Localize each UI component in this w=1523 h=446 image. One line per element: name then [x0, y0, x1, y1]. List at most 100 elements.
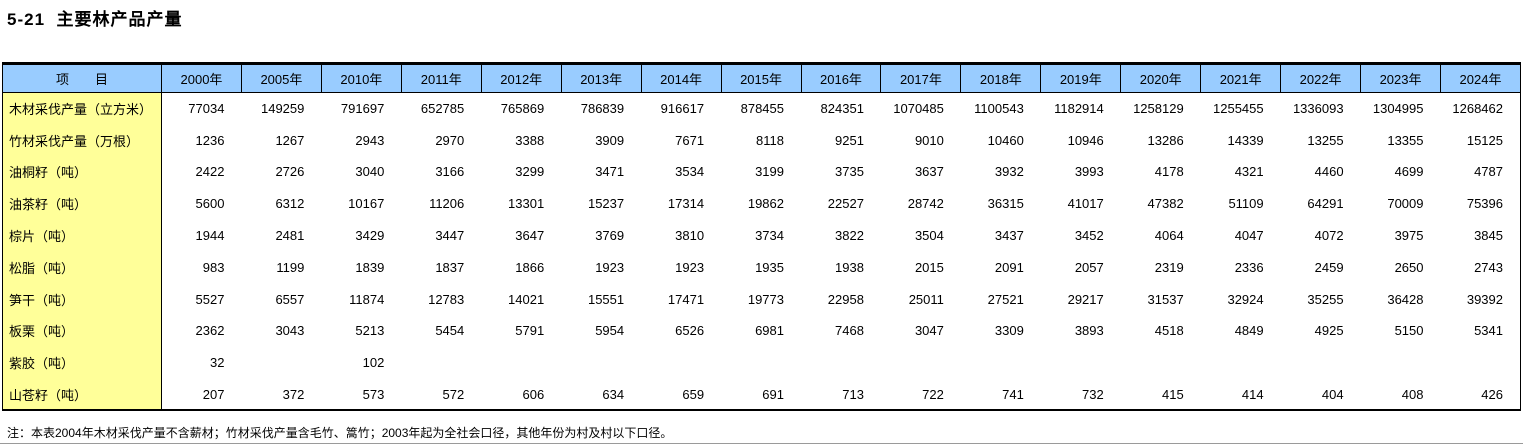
value-cell: 1236: [161, 124, 242, 157]
page-title: 5-21 主要林产品产量: [7, 10, 183, 29]
value-cell: 4699: [1360, 156, 1441, 188]
value-cell: 722: [880, 378, 961, 411]
year-column-header: 2021年: [1200, 63, 1282, 93]
value-cell: 3810: [641, 219, 722, 252]
value-cell: 1336093: [1280, 92, 1361, 125]
value-cell: 4787: [1440, 156, 1521, 188]
header-row: 项 目 2000年 2005年 2010年 2011年 2012年 2013年 2014年 20…: [2, 63, 1521, 93]
value-cell: 207: [161, 378, 242, 411]
table-row: 油桐籽（吨） 2422 2726 3040 3166 3299 3471 3534 3199 37…: [2, 156, 1521, 188]
year-column-header: 2015年: [720, 63, 802, 93]
year-column-header: 2016年: [800, 63, 882, 93]
row-label: 木材采伐产量（立方米）: [2, 92, 162, 125]
row-label: 油茶籽（吨）: [2, 187, 162, 220]
value-cell: 22958: [801, 283, 881, 316]
table-row: 竹材采伐产量（万根） 1236 1267 2943 2970 3388 3909 7671 81…: [2, 124, 1521, 157]
value-cell: 32: [161, 346, 242, 379]
value-cell: 2726: [241, 156, 322, 188]
value-cell: 11874: [321, 283, 402, 316]
value-cell: 2015: [880, 251, 961, 284]
value-cell: 4321: [1200, 156, 1281, 188]
value-cell: 8118: [721, 124, 801, 157]
value-cell: 3047: [880, 315, 961, 347]
value-cell: 5600: [161, 187, 242, 220]
value-cell: 70009: [1360, 187, 1441, 220]
value-cell: 426: [1440, 378, 1521, 411]
value-cell: 149259: [241, 92, 322, 125]
value-cell: 6557: [241, 283, 322, 316]
value-cell: [1040, 346, 1121, 379]
year-column-header: 2017年: [880, 63, 962, 93]
value-cell: 1839: [321, 251, 402, 284]
value-cell: 5150: [1360, 315, 1441, 347]
row-label: 松脂（吨）: [2, 251, 162, 284]
value-cell: 415: [1120, 378, 1201, 411]
value-cell: 2091: [960, 251, 1041, 284]
value-cell: 3299: [481, 156, 562, 188]
value-cell: 64291: [1280, 187, 1361, 220]
value-cell: 3735: [801, 156, 881, 188]
table-row: 松脂（吨） 983 1199 1839 1837 1866 1923 1923 1935 1938…: [2, 251, 1521, 284]
value-cell: 691: [721, 378, 801, 411]
value-cell: 19862: [721, 187, 801, 220]
value-cell: 1268462: [1440, 92, 1521, 125]
value-cell: 4072: [1280, 219, 1361, 252]
value-cell: 2057: [1040, 251, 1121, 284]
value-cell: 13355: [1360, 124, 1441, 157]
forest-products-table: 项 目 2000年 2005年 2010年 2011年 2012年 2013年 2014年 20…: [2, 62, 1521, 412]
value-cell: 2336: [1200, 251, 1281, 284]
table-row: 板栗（吨） 2362 3043 5213 5454 5791 5954 6526 6981 746…: [2, 315, 1521, 347]
value-cell: 14021: [481, 283, 562, 316]
value-cell: 878455: [721, 92, 801, 125]
value-cell: 2650: [1360, 251, 1441, 284]
value-cell: 102: [321, 346, 402, 379]
year-column-header: 2014年: [640, 63, 722, 93]
value-cell: 4849: [1200, 315, 1281, 347]
value-cell: 4178: [1120, 156, 1201, 188]
value-cell: 824351: [801, 92, 881, 125]
value-cell: 3822: [801, 219, 881, 252]
value-cell: 47382: [1120, 187, 1201, 220]
value-cell: 3429: [321, 219, 402, 252]
table-row: 紫胶（吨） 32 102: [2, 346, 1521, 379]
value-cell: 2422: [161, 156, 242, 188]
value-cell: [401, 346, 482, 379]
value-cell: 1837: [401, 251, 482, 284]
value-cell: 3447: [401, 219, 482, 252]
value-cell: 13286: [1120, 124, 1201, 157]
row-label: 笋干（吨）: [2, 283, 162, 316]
table-row: 山苍籽（吨） 207 372 573 572 606 634 659 691 713 722 741 7…: [2, 378, 1521, 411]
value-cell: 404: [1280, 378, 1361, 411]
value-cell: 1304995: [1360, 92, 1441, 125]
value-cell: 5527: [161, 283, 242, 316]
value-cell: 713: [801, 378, 881, 411]
value-cell: 35255: [1280, 283, 1361, 316]
value-cell: 3309: [960, 315, 1041, 347]
value-cell: 36428: [1360, 283, 1441, 316]
value-cell: 3534: [641, 156, 722, 188]
value-cell: 10460: [960, 124, 1041, 157]
value-cell: 6526: [641, 315, 722, 347]
value-cell: 17471: [641, 283, 722, 316]
value-cell: 11206: [401, 187, 482, 220]
value-cell: 1923: [641, 251, 722, 284]
value-cell: 12783: [401, 283, 482, 316]
value-cell: 3734: [721, 219, 801, 252]
table-row: 木材采伐产量（立方米） 77034 149259 791697 652785 765869…: [2, 92, 1521, 125]
value-cell: 2319: [1120, 251, 1201, 284]
value-cell: 573: [321, 378, 402, 411]
year-column-header: 2005年: [240, 63, 322, 93]
value-cell: 14339: [1200, 124, 1281, 157]
value-cell: 3471: [561, 156, 642, 188]
value-cell: 13301: [481, 187, 562, 220]
value-cell: 634: [561, 378, 642, 411]
table-row: 笋干（吨） 5527 6557 11874 12783 14021 15551 17471 19…: [2, 283, 1521, 316]
row-label: 竹材采伐产量（万根）: [2, 124, 162, 157]
value-cell: 41017: [1040, 187, 1121, 220]
value-cell: 1944: [161, 219, 242, 252]
value-cell: 13255: [1280, 124, 1361, 157]
year-column-header: 2010年: [320, 63, 402, 93]
year-column-header: 2013年: [560, 63, 642, 93]
table-row: 油茶籽（吨） 5600 6312 10167 11206 13301 15237 17314 1…: [2, 187, 1521, 220]
value-cell: 5341: [1440, 315, 1521, 347]
